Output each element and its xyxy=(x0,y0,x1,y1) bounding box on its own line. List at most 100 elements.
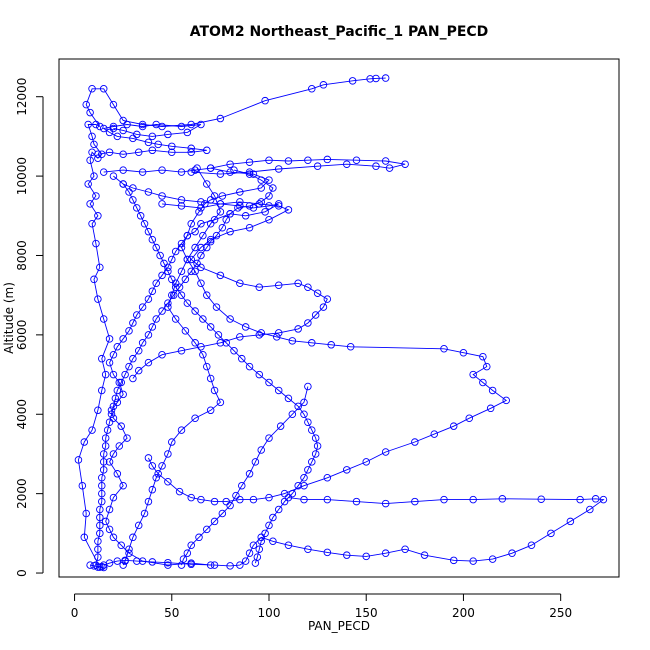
data-point xyxy=(265,434,273,442)
data-point xyxy=(216,271,225,280)
data-point xyxy=(105,418,114,426)
data-point xyxy=(164,477,172,486)
data-point xyxy=(308,85,316,93)
data-point xyxy=(99,450,108,458)
data-point xyxy=(94,154,102,162)
data-point xyxy=(274,281,283,290)
data-point xyxy=(226,168,234,176)
data-point xyxy=(197,495,205,504)
data-point xyxy=(269,537,277,546)
data-point xyxy=(323,474,332,482)
data-point xyxy=(274,329,283,337)
data-point xyxy=(479,378,487,387)
data-point xyxy=(191,307,199,315)
data-point xyxy=(152,474,160,482)
data-point xyxy=(498,495,507,503)
data-point xyxy=(152,315,160,323)
data-point xyxy=(197,198,205,206)
data-point xyxy=(576,495,584,504)
data-point xyxy=(164,450,172,458)
data-point xyxy=(343,551,351,559)
data-point xyxy=(94,537,102,546)
data-point xyxy=(304,319,312,327)
data-point xyxy=(257,176,265,184)
data-point xyxy=(586,505,594,514)
series-line xyxy=(181,386,309,566)
data-point xyxy=(144,295,153,303)
data-point xyxy=(158,462,166,470)
data-point xyxy=(82,100,90,109)
data-point xyxy=(241,212,250,220)
data-point xyxy=(86,156,94,164)
data-point xyxy=(216,208,225,216)
data-point xyxy=(144,227,153,236)
data-point xyxy=(152,120,160,129)
data-point xyxy=(119,166,127,174)
data-point xyxy=(210,192,219,200)
data-point xyxy=(134,521,143,530)
data-point xyxy=(101,442,110,450)
data-point xyxy=(311,311,320,319)
data-point xyxy=(96,521,104,530)
data-point xyxy=(226,227,234,236)
data-point xyxy=(265,216,273,224)
data-point xyxy=(381,499,390,508)
data-point xyxy=(98,481,106,490)
data-point xyxy=(105,525,114,534)
data-point xyxy=(199,231,207,240)
data-point xyxy=(119,390,127,399)
data-point xyxy=(352,156,361,164)
data-series xyxy=(99,155,409,178)
data-point xyxy=(197,219,205,228)
data-point xyxy=(459,348,468,357)
data-point xyxy=(96,122,104,131)
data-point xyxy=(109,350,118,359)
data-point xyxy=(206,219,215,228)
data-point xyxy=(99,315,108,323)
data-point xyxy=(148,287,157,295)
data-point xyxy=(129,184,137,192)
x-tick-label: 150 xyxy=(355,606,378,620)
data-point xyxy=(138,303,147,311)
data-point xyxy=(411,438,419,446)
data-point xyxy=(274,200,283,208)
data-point xyxy=(249,495,258,504)
data-point xyxy=(187,148,195,157)
data-point xyxy=(230,346,238,355)
data-point xyxy=(311,450,320,458)
data-point xyxy=(99,124,108,133)
data-point xyxy=(187,219,195,228)
data-point xyxy=(274,202,283,210)
data-series xyxy=(99,493,608,570)
data-point xyxy=(98,497,106,506)
data-point xyxy=(119,481,127,490)
data-point xyxy=(187,560,195,569)
data-point xyxy=(465,414,474,422)
data-point xyxy=(148,146,157,155)
data-point xyxy=(245,158,254,166)
data-point xyxy=(80,438,89,446)
data-point xyxy=(125,188,133,196)
data-point xyxy=(288,337,297,345)
data-point xyxy=(101,434,110,442)
data-point xyxy=(101,517,110,526)
y-tick-label: 4000 xyxy=(15,399,29,430)
data-point xyxy=(203,146,211,155)
data-point xyxy=(280,489,289,498)
data-point xyxy=(88,426,96,434)
data-point xyxy=(109,493,118,502)
plot-frame xyxy=(58,58,620,578)
data-point xyxy=(346,343,355,351)
data-point xyxy=(226,210,234,218)
data-point xyxy=(171,283,180,291)
data-point xyxy=(96,513,104,522)
data-point xyxy=(187,255,195,264)
data-point xyxy=(94,406,102,415)
data-point xyxy=(199,315,207,323)
data-point xyxy=(300,474,308,482)
data-point xyxy=(148,558,157,566)
data-series xyxy=(92,166,277,569)
data-point xyxy=(88,132,96,141)
y-tick-label: 2000 xyxy=(15,478,29,509)
